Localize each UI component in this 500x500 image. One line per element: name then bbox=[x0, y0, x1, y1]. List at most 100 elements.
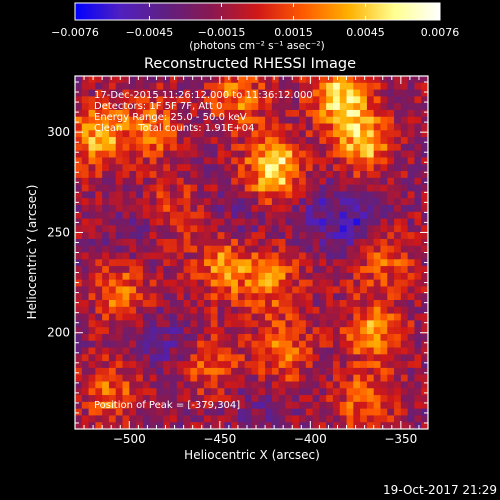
heatmap-cell bbox=[265, 395, 273, 403]
heatmap-cell bbox=[203, 333, 212, 342]
heatmap-cell bbox=[305, 354, 313, 362]
heatmap-cell bbox=[332, 123, 341, 131]
heatmap-cell bbox=[366, 204, 375, 213]
heatmap-cell bbox=[224, 313, 232, 321]
heatmap-cell bbox=[339, 388, 347, 396]
heatmap-cell bbox=[224, 232, 232, 240]
heatmap-cell bbox=[136, 306, 144, 314]
heatmap-cell bbox=[251, 340, 259, 348]
heatmap-cell bbox=[95, 367, 103, 376]
heatmap-cell bbox=[360, 211, 368, 219]
heatmap-cell bbox=[407, 401, 415, 410]
heatmap-cell bbox=[136, 367, 144, 376]
heatmap-cell bbox=[319, 259, 327, 267]
heatmap-cell bbox=[285, 286, 293, 294]
heatmap-cell bbox=[400, 272, 409, 281]
heatmap-cell bbox=[136, 381, 144, 389]
heatmap-cell bbox=[387, 354, 395, 362]
heatmap-cell bbox=[102, 367, 110, 376]
heatmap-cell bbox=[305, 374, 313, 382]
heatmap-cell bbox=[156, 82, 164, 90]
heatmap-cell bbox=[285, 293, 293, 301]
heatmap-cell bbox=[170, 198, 178, 206]
heatmap-cell bbox=[305, 177, 313, 186]
heatmap-cell bbox=[129, 306, 137, 314]
heatmap-cell bbox=[108, 374, 117, 382]
heatmap-cell bbox=[387, 76, 395, 84]
heatmap-cell bbox=[210, 374, 218, 382]
heatmap-cell bbox=[380, 184, 388, 192]
heatmap-cell bbox=[265, 374, 273, 382]
heatmap-cell bbox=[95, 198, 103, 206]
heatmap-cell bbox=[366, 171, 375, 179]
heatmap-cell bbox=[400, 143, 409, 152]
heatmap-cell bbox=[163, 327, 171, 335]
heatmap-cell bbox=[231, 374, 239, 382]
heatmap-cell bbox=[231, 82, 239, 90]
heatmap-cell bbox=[88, 177, 96, 186]
heatmap-cell bbox=[332, 327, 341, 335]
heatmap-cell bbox=[394, 293, 402, 301]
heatmap-cell bbox=[88, 76, 96, 84]
heatmap-cell bbox=[81, 279, 89, 287]
heatmap-cell bbox=[353, 89, 361, 97]
heatmap-cell bbox=[142, 130, 151, 138]
heatmap-cell bbox=[183, 123, 191, 131]
heatmap-cell bbox=[183, 245, 191, 253]
heatmap-cell bbox=[312, 143, 320, 152]
heatmap-cell bbox=[387, 198, 395, 206]
heatmap-cell bbox=[353, 401, 361, 410]
heatmap-cell bbox=[163, 306, 171, 314]
heatmap-cell bbox=[115, 252, 123, 260]
heatmap-cell bbox=[360, 293, 368, 301]
heatmap-cell bbox=[387, 327, 395, 335]
heatmap-cell bbox=[346, 306, 354, 314]
heatmap-cell bbox=[142, 123, 151, 131]
heatmap-cell bbox=[190, 150, 198, 158]
heatmap-cell bbox=[136, 82, 144, 90]
heatmap-cell bbox=[149, 300, 157, 308]
heatmap-cell bbox=[224, 109, 232, 118]
heatmap-cell bbox=[81, 381, 89, 389]
heatmap-cell bbox=[319, 171, 327, 179]
heatmap-cell bbox=[176, 109, 185, 118]
heatmap-cell bbox=[170, 109, 178, 118]
heatmap-cell bbox=[380, 218, 388, 226]
heatmap-cell bbox=[210, 238, 218, 247]
heatmap-cell bbox=[95, 89, 103, 97]
heatmap-cell bbox=[190, 286, 198, 294]
heatmap-cell bbox=[108, 218, 117, 226]
heatmap-cell bbox=[108, 184, 117, 192]
heatmap-cell bbox=[305, 157, 313, 165]
heatmap-cell bbox=[265, 347, 273, 355]
heatmap-cell bbox=[271, 381, 280, 389]
heatmap-cell bbox=[407, 218, 415, 226]
heatmap-cell bbox=[95, 361, 103, 369]
heatmap-cell bbox=[373, 164, 381, 172]
heatmap-cell bbox=[129, 238, 137, 247]
heatmap-cell bbox=[115, 381, 123, 389]
heatmap-cell bbox=[258, 89, 266, 97]
heatmap-cell bbox=[163, 143, 171, 152]
heatmap-cell bbox=[142, 300, 151, 308]
heatmap-cell bbox=[203, 401, 212, 410]
heatmap-cell bbox=[394, 286, 402, 294]
heatmap-cell bbox=[360, 279, 368, 287]
heatmap-cell bbox=[258, 232, 266, 240]
heatmap-cell bbox=[421, 361, 429, 369]
heatmap-cell bbox=[414, 272, 422, 281]
heatmap-cell bbox=[407, 171, 415, 179]
heatmap-cell bbox=[285, 157, 293, 165]
heatmap-cell bbox=[197, 218, 205, 226]
heatmap-cell bbox=[136, 96, 144, 104]
heatmap-cell bbox=[149, 150, 157, 158]
heatmap-cell bbox=[360, 103, 368, 111]
heatmap-cell bbox=[170, 401, 178, 410]
heatmap-cell bbox=[75, 198, 83, 206]
heatmap-cell bbox=[346, 191, 354, 199]
heatmap-cell bbox=[326, 408, 334, 416]
heatmap-cell bbox=[156, 211, 164, 219]
heatmap-cell bbox=[142, 279, 151, 287]
heatmap-cell bbox=[176, 327, 185, 335]
heatmap-cell bbox=[142, 238, 151, 247]
